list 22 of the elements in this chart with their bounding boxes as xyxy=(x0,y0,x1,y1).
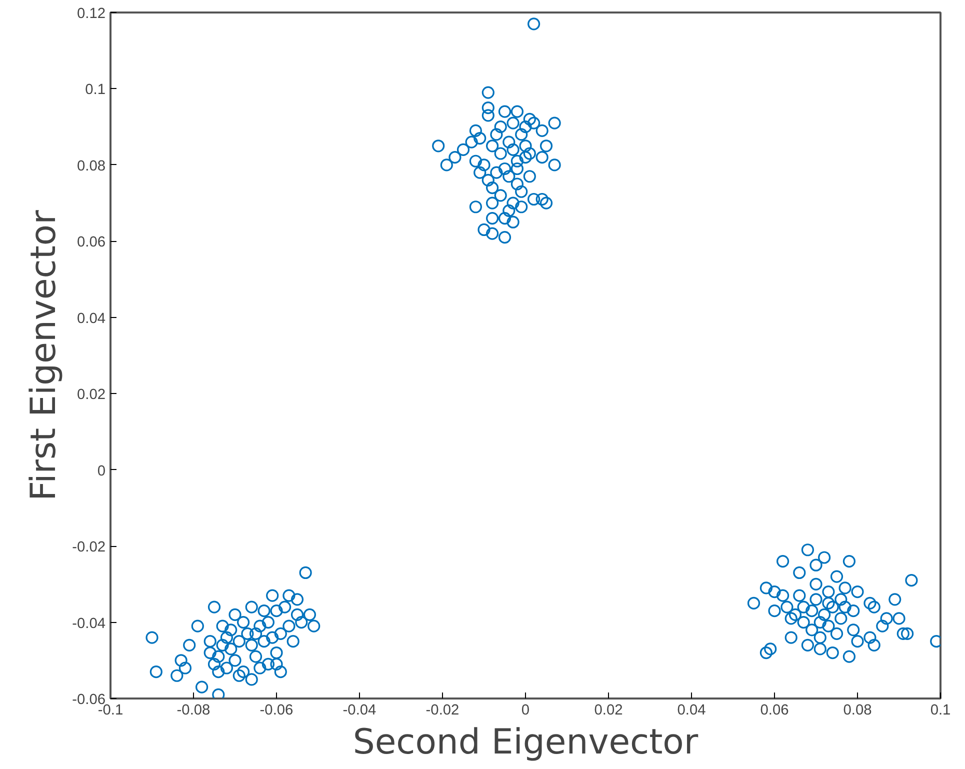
x-tick-label: 0.06 xyxy=(760,702,789,718)
y-axis-title: First Eigenvector xyxy=(24,209,64,501)
y-tick-label: -0.04 xyxy=(72,616,106,632)
y-tick-label: 0.02 xyxy=(76,387,106,404)
y-tick-label: 0.12 xyxy=(76,6,106,22)
x-tick-label: 0.1 xyxy=(930,702,951,718)
x-tick-label: -0.04 xyxy=(342,702,376,718)
x-tick-label: -0.06 xyxy=(260,702,294,718)
x-tick-label: -0.08 xyxy=(176,702,210,718)
x-tick-label: -0.1 xyxy=(98,702,124,718)
x-axis-title: Second Eigenvector xyxy=(352,722,699,762)
x-tick-label: 0.08 xyxy=(843,702,872,718)
y-tick-label: 0 xyxy=(97,463,106,480)
y-tick-label: 0.06 xyxy=(76,234,106,251)
x-tick-label: 0.02 xyxy=(594,702,623,718)
y-tick-label: 0.1 xyxy=(85,82,106,98)
y-tick-label: 0.08 xyxy=(76,158,106,174)
y-tick-label: -0.02 xyxy=(72,540,106,556)
x-tick-label: -0.02 xyxy=(426,702,460,718)
x-tick-label: 0.04 xyxy=(677,702,706,718)
y-tick-label: 0.04 xyxy=(76,310,106,327)
x-tick-label: 0 xyxy=(521,702,530,718)
